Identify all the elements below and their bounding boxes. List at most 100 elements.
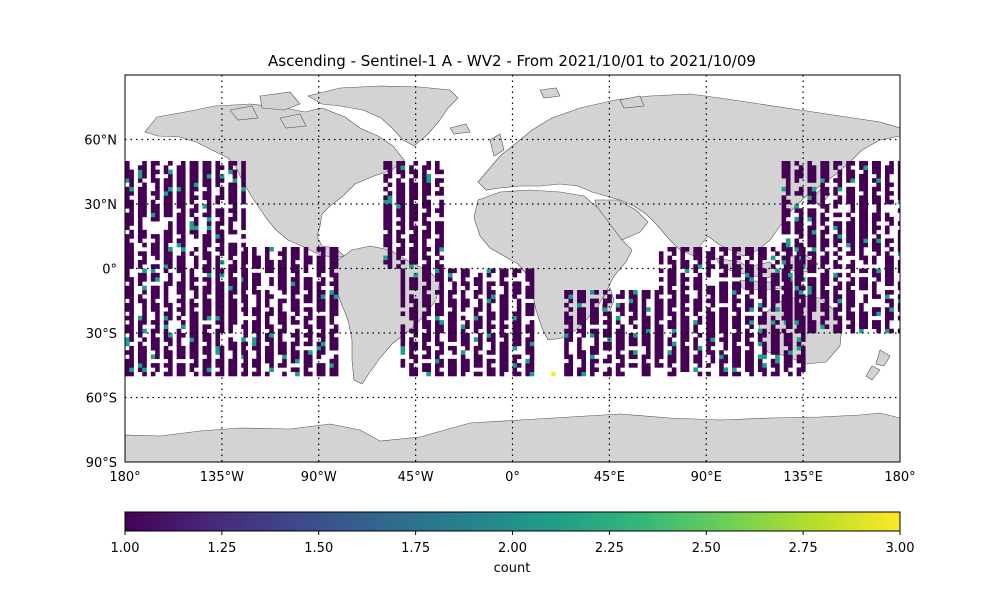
data-cell <box>513 294 518 299</box>
data-cell <box>465 333 470 338</box>
data-cell <box>334 294 339 299</box>
data-cell <box>876 307 881 312</box>
data-cell <box>723 320 728 325</box>
data-cell <box>859 213 864 218</box>
data-cell <box>278 251 283 256</box>
data-cell <box>491 337 496 342</box>
data-cell <box>129 256 134 261</box>
data-cell <box>181 355 186 360</box>
data-cell <box>825 303 830 308</box>
data-cell <box>517 337 522 342</box>
data-cell <box>732 307 737 312</box>
data-cell <box>491 269 496 274</box>
data-cell <box>693 247 698 252</box>
data-cell <box>243 363 248 368</box>
data-cell <box>215 174 220 179</box>
data-cell <box>850 290 855 295</box>
data-cell <box>706 256 711 261</box>
data-cell <box>155 204 160 209</box>
data-cell <box>203 277 208 282</box>
data-cell <box>155 277 160 282</box>
data-cell <box>164 195 169 200</box>
data-cell <box>181 372 186 377</box>
data-cell <box>859 161 864 166</box>
data-cell <box>885 316 890 321</box>
data-cell <box>723 307 728 312</box>
data-cell <box>181 187 186 192</box>
data-cell <box>269 294 274 299</box>
data-cell <box>685 247 690 252</box>
data-cell <box>788 247 793 252</box>
data-cell <box>151 342 156 347</box>
colorbar-ticks: 1.00 1.25 1.50 1.75 2.00 2.25 2.50 2.75 3.00 <box>111 531 915 556</box>
data-cell <box>228 187 233 192</box>
data-cell <box>820 204 825 209</box>
data-cell <box>786 170 791 175</box>
data-cell <box>321 290 326 295</box>
data-cell <box>872 260 877 265</box>
data-cell <box>517 269 522 274</box>
data-cell <box>181 178 186 183</box>
data-cell <box>732 324 737 329</box>
data-cell <box>885 251 890 256</box>
data-cell <box>812 256 817 261</box>
data-cell <box>885 324 890 329</box>
data-cell <box>500 342 505 347</box>
data-cell <box>775 337 780 342</box>
data-cell <box>194 256 199 261</box>
data-cell <box>500 372 505 377</box>
data-cell <box>646 363 651 368</box>
data-cell <box>633 316 638 321</box>
data-cell <box>155 355 160 360</box>
data-cell <box>698 316 703 321</box>
data-cell <box>177 260 182 265</box>
data-cell <box>401 195 406 200</box>
data-cell <box>646 367 651 372</box>
data-cell <box>439 294 444 299</box>
data-cell <box>795 247 800 252</box>
data-cell <box>243 372 248 377</box>
data-cell <box>413 307 418 312</box>
data-cell <box>655 290 660 295</box>
data-cell <box>448 269 453 274</box>
data-cell <box>775 363 780 368</box>
data-cell <box>825 178 830 183</box>
data-cell <box>181 251 186 256</box>
data-cell <box>745 333 750 338</box>
data-cell <box>129 307 134 312</box>
data-cell <box>646 372 651 377</box>
data-cell <box>401 247 406 252</box>
data-cell <box>850 316 855 321</box>
data-cell <box>732 342 737 347</box>
data-cell <box>207 195 212 200</box>
data-cell <box>711 359 716 364</box>
data-cell <box>698 320 703 325</box>
data-cell <box>758 367 763 372</box>
data-cell <box>487 286 492 291</box>
data-cell <box>295 299 300 304</box>
data-cell <box>269 269 274 274</box>
data-cell <box>155 320 160 325</box>
data-cell <box>474 312 479 317</box>
data-cell <box>500 359 505 364</box>
data-cell <box>181 226 186 231</box>
data-cell <box>577 320 582 325</box>
data-cell <box>616 342 621 347</box>
data-cell <box>426 273 431 278</box>
data-cell <box>762 247 767 252</box>
data-cell <box>782 217 787 222</box>
data-cell <box>642 337 647 342</box>
data-cell <box>846 251 851 256</box>
data-cell <box>758 320 763 325</box>
data-cell <box>564 337 569 342</box>
data-cell <box>478 372 483 377</box>
data-cell <box>876 213 881 218</box>
data-cell <box>304 247 309 252</box>
data-cell <box>278 299 283 304</box>
data-cell <box>736 337 741 342</box>
data-cell <box>500 303 505 308</box>
data-cell <box>685 359 690 364</box>
data-cell <box>719 260 724 265</box>
data-cell <box>872 195 877 200</box>
data-cell <box>190 191 195 196</box>
